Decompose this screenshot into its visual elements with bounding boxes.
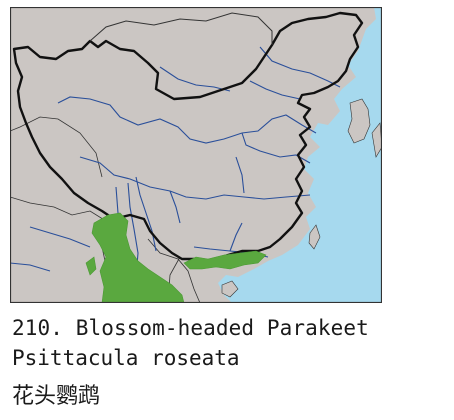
island-japan [371, 122, 382, 158]
map-frame [10, 7, 382, 303]
island-hainan [221, 280, 239, 298]
species-scientific-name: Psittacula roseata [12, 346, 240, 370]
sea-area [218, 7, 382, 303]
distribution-map [10, 7, 382, 303]
island-taiwan [308, 224, 321, 250]
species-range [85, 212, 267, 303]
species-common-name: 210. Blossom-headed Parakeet [12, 316, 369, 340]
species-chinese-name: 花头鹦鹉 [12, 384, 101, 409]
mongolia-border [89, 12, 273, 45]
peninsula-land [347, 98, 371, 144]
